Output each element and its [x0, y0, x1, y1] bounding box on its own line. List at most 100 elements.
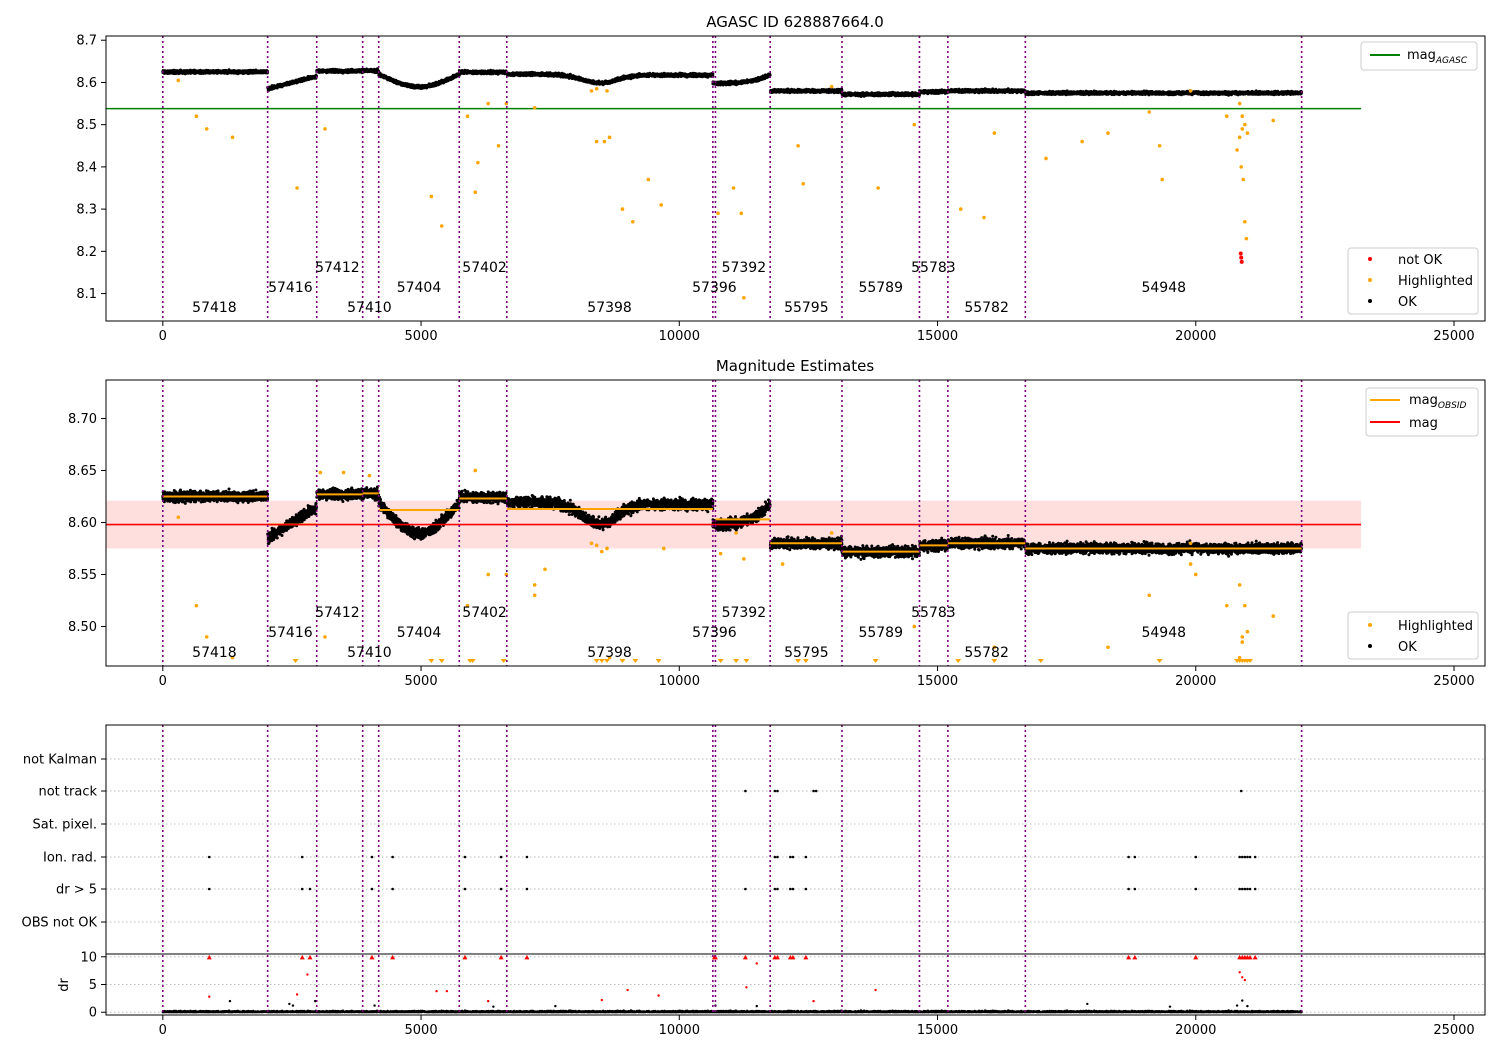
flag-row-label: Ion. rad.	[43, 851, 97, 866]
out-of-range-marker	[872, 659, 879, 663]
obsid-label: 55795	[784, 645, 829, 661]
dr-point	[1241, 999, 1244, 1002]
flag-point	[1127, 887, 1130, 891]
flag-point	[1238, 855, 1241, 859]
highlighted-point	[486, 572, 490, 577]
flag-point	[391, 887, 394, 891]
highlighted-point	[589, 541, 594, 546]
highlighted-point	[1245, 131, 1250, 135]
highlighted-point	[1243, 219, 1247, 224]
x-tick-label: 5000	[405, 674, 438, 689]
flags-panel: not Kalman not track Sat. pixel. Ion. rad. d…	[22, 724, 1486, 1038]
out-of-range-marker	[955, 659, 962, 663]
highlighted-point	[620, 207, 625, 211]
dr-overflow-marker	[462, 954, 468, 960]
out-of-range-marker	[438, 659, 445, 663]
x-tick-label: 20000	[1175, 329, 1216, 344]
dr-red-point	[1243, 978, 1247, 982]
dr-point	[554, 1004, 557, 1008]
flag-point	[773, 789, 777, 793]
flag-point	[1248, 887, 1252, 891]
y-tick-label: 8.50	[68, 620, 97, 635]
flag-point	[1240, 887, 1244, 891]
highlighted-point	[532, 593, 537, 598]
flag-point	[525, 887, 529, 891]
highlighted-point	[829, 531, 834, 535]
highlighted-point	[1224, 603, 1229, 608]
legend-mag-agasc-label: mag	[1407, 48, 1436, 63]
flag-point	[1194, 887, 1198, 891]
highlighted-point	[958, 207, 963, 211]
dr-overflow-marker	[712, 954, 718, 960]
flag-point	[812, 789, 815, 793]
highlighted-point	[739, 211, 744, 216]
highlighted-point	[1240, 127, 1245, 131]
flag-point	[1133, 887, 1137, 891]
flag-point	[789, 855, 792, 859]
y-tick-label: 8.60	[68, 516, 97, 531]
highlighted-point	[486, 101, 490, 106]
highlighted-point	[465, 603, 470, 608]
out-of-range-marker	[632, 659, 639, 663]
highlighted-point	[718, 551, 723, 556]
highlighted-point	[543, 567, 547, 572]
y-tick-label: 8.2	[76, 245, 97, 260]
highlighted-point	[532, 105, 537, 110]
dr-point	[492, 1005, 495, 1008]
dr-point	[1168, 1005, 1172, 1008]
obsid-label: 55789	[858, 625, 903, 641]
highlighted-point	[176, 515, 181, 520]
highlighted-point	[605, 89, 609, 93]
out-of-range-marker	[428, 659, 435, 663]
x-tick-label: 25000	[1433, 1023, 1474, 1038]
highlighted-point	[1237, 135, 1242, 140]
obsid-label: 57418	[192, 645, 237, 661]
obsid-label: 57404	[397, 280, 442, 296]
flag-row-label: dr > 5	[56, 883, 97, 898]
legend-ok-label: OK	[1398, 295, 1417, 310]
highlighted-point	[1188, 541, 1193, 546]
highlighted-point	[473, 190, 478, 195]
highlighted-point	[1106, 131, 1110, 135]
highlighted-point	[1240, 635, 1245, 639]
flag-point	[1240, 855, 1244, 859]
legend-highlighted-label: Highlighted	[1398, 619, 1473, 634]
obsid-label: 57402	[462, 605, 507, 621]
highlighted-point	[780, 562, 785, 566]
flag-point	[1133, 855, 1137, 859]
highlighted-point	[589, 89, 594, 93]
flag-point	[370, 855, 374, 859]
flag-point	[791, 855, 795, 859]
svg-text:magAGASC: magAGASC	[1407, 48, 1468, 66]
x-tick-label: 25000	[1433, 329, 1474, 344]
dr-overflow-marker	[1247, 954, 1253, 960]
flag-point	[1253, 855, 1257, 859]
dr-point	[228, 999, 232, 1003]
dr-overflow-marker	[774, 954, 780, 960]
flag-row-label: not track	[38, 785, 97, 800]
dr-overflow-marker	[307, 954, 313, 960]
flag-point	[789, 887, 792, 891]
highlighted-point	[605, 546, 609, 551]
legend-highlighted-label: Highlighted	[1398, 274, 1473, 289]
legend-mag-obsid-sub: OBSID	[1438, 401, 1467, 411]
highlighted-point	[439, 224, 444, 228]
y-tick-label: 8.7	[76, 34, 97, 49]
dr-point	[755, 1004, 758, 1008]
highlighted-point	[600, 549, 604, 554]
flag-point	[391, 855, 394, 859]
y-tick-label: 8.4	[76, 160, 97, 175]
flag-point	[370, 887, 374, 891]
ok-points	[161, 67, 1304, 98]
highlighted-point	[646, 177, 651, 182]
out-of-range-marker	[991, 659, 998, 663]
highlighted-point	[742, 295, 746, 300]
highlighted-point	[1080, 139, 1084, 144]
dr-red-point	[208, 995, 211, 998]
agasc-panel-frame	[105, 35, 1486, 322]
dr-red-point	[445, 989, 449, 993]
dr-red-point	[1238, 971, 1241, 974]
y-tick-label: 8.1	[76, 287, 97, 302]
